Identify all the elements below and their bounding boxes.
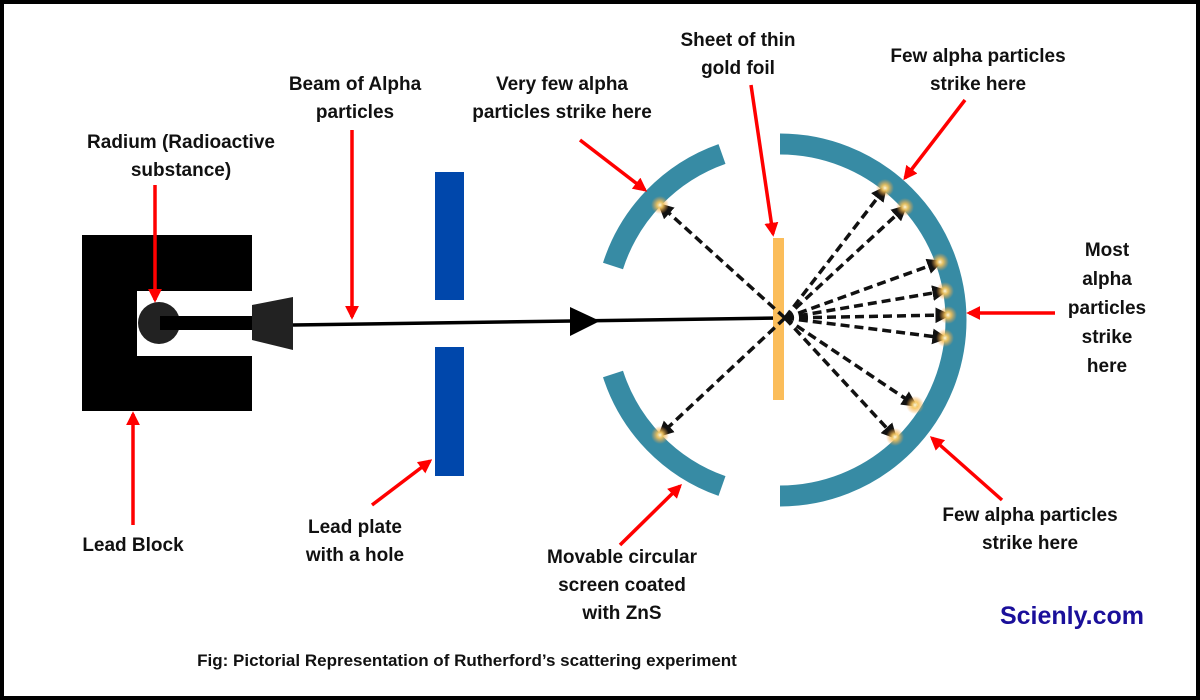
scintillation-flash (939, 306, 957, 324)
label-screen: Movable circular screen coated with ZnS (547, 547, 698, 624)
label-few-bottom: Few alpha particles strike here (942, 505, 1117, 554)
scintillation-flash (936, 282, 954, 300)
scintillation-flash (896, 198, 914, 216)
label-very-few: Very few alpha particles strike here (472, 74, 652, 123)
figure-caption: Fig: Pictorial Representation of Rutherf… (197, 651, 737, 670)
scintillation-flash (651, 426, 669, 444)
pointer-few-top (903, 98, 967, 181)
scattered-particle-path (783, 185, 887, 320)
pointer-very-few (578, 138, 648, 192)
scattered-particle-path (784, 316, 949, 345)
label-lead-plate: Lead plate with a hole (305, 517, 404, 566)
scintillation-flash (931, 253, 949, 271)
label-most: Most alpha particles strike here (1068, 240, 1146, 377)
scintillation-flash (886, 428, 904, 446)
screen-arc-right (779, 133, 967, 507)
label-radium: Radium (Radioactive substance) (87, 132, 275, 181)
beam-arrowhead (570, 307, 600, 336)
radium-source (138, 302, 180, 344)
screen-arc-bottom-left (603, 370, 726, 496)
gold-foil (773, 238, 784, 400)
source-rod (160, 316, 252, 330)
pointer-screen (618, 484, 682, 547)
lead-block (82, 235, 252, 411)
scintillation-flash (651, 196, 669, 214)
screen-arc-top-left (603, 144, 726, 270)
scattered-particle-path (657, 202, 787, 320)
label-gold-foil: Sheet of thin gold foil (680, 30, 795, 79)
pointer-few-bottom (929, 436, 1004, 502)
scattered-particle-path (784, 307, 952, 324)
scattered-particle-path (783, 316, 898, 440)
scattered-particle-path (784, 316, 918, 407)
scintillation-flash (906, 396, 924, 414)
label-beam: Beam of Alpha particles (289, 74, 422, 123)
label-lead-block: Lead Block (82, 535, 184, 556)
lead-plate-bottom (435, 347, 464, 476)
scattered-particle-path (657, 316, 787, 438)
scintillation-flash (936, 329, 954, 347)
label-few-top: Few alpha particles strike here (890, 46, 1065, 95)
collimator-nozzle (252, 297, 293, 350)
lead-plate-top (435, 172, 464, 300)
scintillation-flash (876, 179, 894, 197)
alpha-beam (292, 316, 781, 327)
pointer-lead-plate (370, 459, 433, 507)
brand-watermark: Scienly.com (1000, 602, 1144, 630)
pointer-gold-foil (749, 84, 779, 237)
